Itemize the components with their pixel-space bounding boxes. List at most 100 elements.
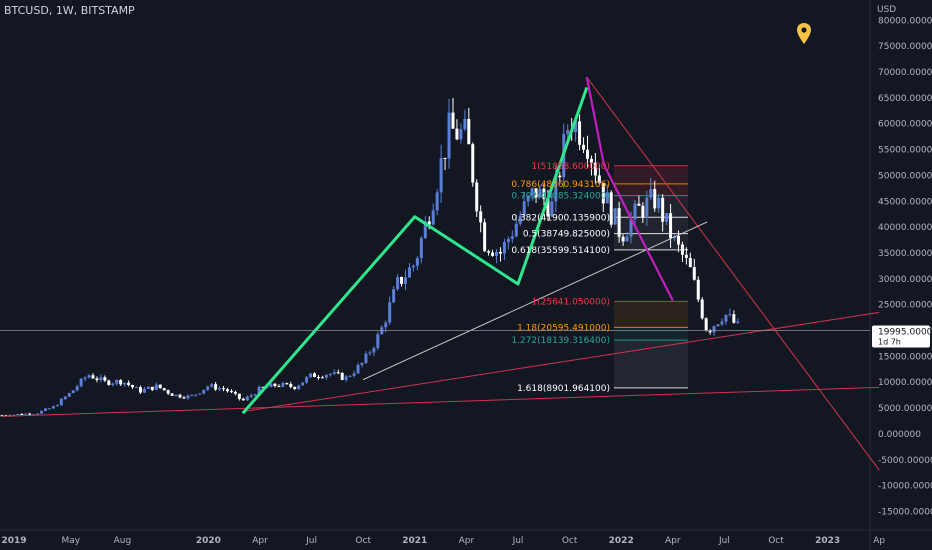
candle-body bbox=[479, 211, 483, 223]
candle-body bbox=[309, 373, 313, 378]
candle-body bbox=[665, 213, 669, 222]
y-tick-label: 5000.000000 bbox=[878, 404, 932, 414]
candle-body bbox=[313, 373, 317, 378]
candle-body bbox=[305, 377, 309, 383]
candle-body bbox=[166, 390, 170, 394]
price-badge bbox=[872, 325, 930, 348]
price-badge-countdown: 1d 7h bbox=[878, 338, 901, 347]
candle-body bbox=[316, 377, 320, 379]
candle-body bbox=[71, 390, 75, 394]
currency-label: USD bbox=[877, 5, 897, 15]
candle-body bbox=[376, 334, 380, 349]
y-tick-label: 15000.000000 bbox=[878, 352, 932, 362]
x-tick-label: 2021 bbox=[402, 536, 427, 546]
candle-body bbox=[732, 314, 736, 323]
candle-body bbox=[40, 410, 44, 414]
candle-body bbox=[229, 391, 233, 393]
candle-body bbox=[344, 376, 348, 380]
y-tick-label: 55000.000000 bbox=[878, 146, 932, 156]
candle-body bbox=[526, 195, 530, 202]
candle-body bbox=[483, 222, 487, 252]
candle-body bbox=[716, 324, 720, 327]
candle-body bbox=[142, 388, 146, 393]
fib-level-label: 1.18(20595.491000) bbox=[517, 323, 610, 333]
candle-body bbox=[214, 384, 218, 390]
candle-body bbox=[186, 395, 190, 399]
candle-body bbox=[633, 203, 637, 220]
candle-body bbox=[372, 348, 376, 353]
y-tick-label: 25000.000000 bbox=[878, 301, 932, 311]
x-tick-label: Jul bbox=[305, 536, 317, 546]
candle-body bbox=[261, 386, 265, 388]
candle-body bbox=[423, 221, 427, 239]
candle-body bbox=[597, 175, 601, 184]
candle-body bbox=[649, 188, 653, 198]
candle-body bbox=[447, 112, 451, 159]
candle-body bbox=[669, 213, 673, 239]
candle-body bbox=[498, 251, 502, 254]
fib-level-label: 0.786(48360.943106) bbox=[511, 180, 610, 190]
candle-body bbox=[510, 236, 514, 239]
symbol-label[interactable]: BTCUSD bbox=[4, 4, 49, 17]
candle-body bbox=[44, 408, 48, 411]
candle-body bbox=[404, 277, 408, 284]
candle-body bbox=[150, 386, 154, 390]
candle-body bbox=[700, 299, 704, 319]
candle-body bbox=[467, 118, 471, 145]
y-tick-label: -15000.000000 bbox=[878, 507, 932, 517]
candle-body bbox=[360, 362, 364, 365]
y-tick-label: 50000.000000 bbox=[878, 171, 932, 181]
trend-line bbox=[362, 221, 708, 381]
fib-level-label: 0.382(41900.135900) bbox=[511, 213, 610, 223]
candle-body bbox=[198, 393, 202, 395]
candle-body bbox=[297, 385, 301, 389]
candle-body bbox=[79, 378, 83, 387]
candle-body bbox=[625, 236, 629, 242]
y-tick-label: 35000.000000 bbox=[878, 249, 932, 259]
candle-body bbox=[720, 321, 724, 325]
candle-body bbox=[661, 197, 665, 222]
candle-body bbox=[609, 192, 613, 225]
y-tick-label: 80000.000000 bbox=[878, 16, 932, 26]
fib-level-label: 1.618(8901.964100) bbox=[517, 384, 610, 394]
location-pin-icon[interactable] bbox=[796, 22, 812, 52]
candle-body bbox=[546, 199, 550, 217]
candle-body bbox=[24, 413, 28, 415]
candle-body bbox=[170, 393, 174, 396]
candle-body bbox=[154, 384, 158, 390]
candle-body bbox=[115, 380, 119, 384]
candle-body bbox=[708, 330, 712, 333]
candle-body bbox=[491, 252, 495, 256]
x-tick-label: 2020 bbox=[196, 536, 221, 546]
candle-body bbox=[384, 322, 388, 328]
candle-body bbox=[621, 236, 625, 242]
x-tick-label: 2022 bbox=[609, 536, 634, 546]
candle-body bbox=[206, 386, 210, 390]
candle-body bbox=[530, 188, 534, 196]
candle-body bbox=[419, 238, 423, 259]
candle-body bbox=[28, 413, 32, 415]
candle-body bbox=[12, 414, 16, 416]
candle-body bbox=[534, 188, 538, 198]
price-badge-value: 19995.000000 bbox=[878, 328, 932, 338]
interval-label[interactable]: 1W bbox=[55, 4, 74, 17]
header-separator: , bbox=[48, 4, 56, 17]
candle-body bbox=[273, 383, 277, 386]
candle-body bbox=[637, 203, 641, 206]
fib-zone bbox=[614, 327, 688, 341]
candle-body bbox=[210, 384, 214, 387]
candle-body bbox=[601, 183, 605, 204]
fib-level-label: 1(25641.050000) bbox=[531, 297, 610, 307]
x-tick-label: Jul bbox=[718, 536, 730, 546]
candle-body bbox=[589, 158, 593, 163]
candle-body bbox=[566, 130, 570, 134]
fib-level-label: 0.5(38749.825000) bbox=[523, 230, 610, 240]
magenta-line bbox=[585, 76, 674, 302]
trend-line bbox=[1, 386, 880, 417]
candle-body bbox=[36, 413, 40, 415]
candle-body bbox=[435, 192, 439, 211]
y-tick-label: -5000.000000 bbox=[878, 456, 932, 466]
candle-body bbox=[111, 383, 115, 385]
candle-body bbox=[332, 372, 336, 374]
